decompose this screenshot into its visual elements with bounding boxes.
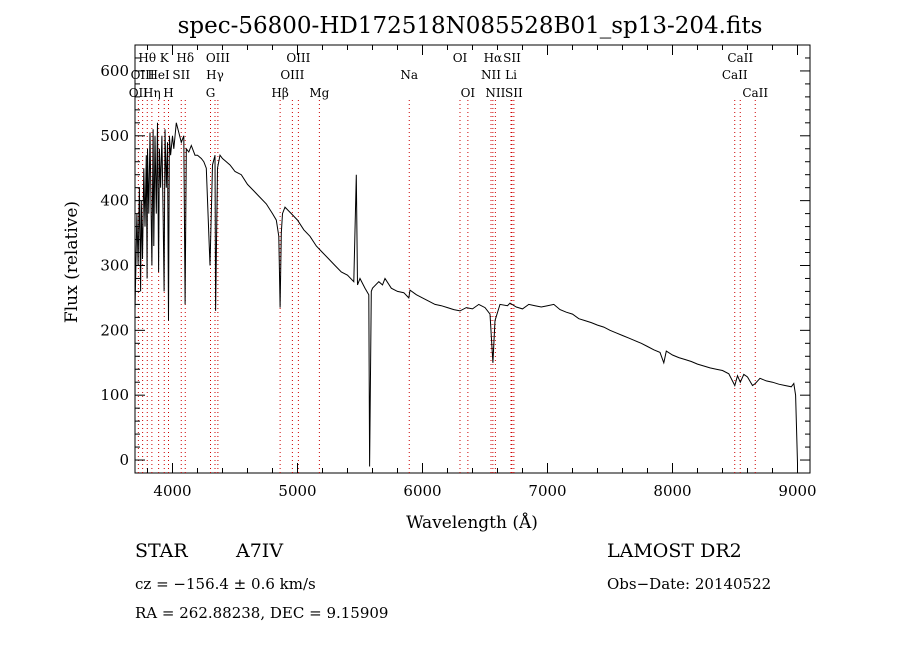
line-marker-label: G [206, 86, 216, 100]
x-tick-label: 6000 [403, 482, 441, 500]
line-marker-label: Hγ [206, 68, 224, 82]
y-tick-label: 200 [100, 321, 129, 339]
line-marker-label: SII [172, 68, 190, 82]
y-tick-label: 400 [100, 192, 129, 210]
line-marker-label: NII [485, 86, 505, 100]
y-tick-label: 100 [100, 386, 129, 404]
x-axis-label: Wavelength (Å) [406, 512, 538, 533]
line-marker-label: OIII [280, 68, 304, 82]
observation-date: Obs−Date: 20140522 [607, 575, 772, 593]
object-subclass: A7IV [236, 540, 284, 562]
line-marker-label: OI [453, 51, 468, 65]
line-marker-label: OIII [131, 68, 155, 82]
line-marker-label: Na [400, 68, 418, 82]
plot-frame [134, 44, 811, 474]
y-tick-label: 0 [119, 451, 129, 469]
y-tick-label: 600 [100, 62, 129, 80]
line-marker-label: OIII [286, 51, 310, 65]
line-marker-label: Mg [309, 86, 329, 100]
line-marker-label: K [160, 51, 170, 65]
line-marker-label: CaII [742, 86, 768, 100]
line-marker-label: SII [503, 51, 521, 65]
x-tick-label: 7000 [528, 482, 566, 500]
x-tick-label: 4000 [153, 482, 191, 500]
line-marker-label: NII [481, 68, 501, 82]
axis-ticks: 4000 5000 6000 7000 8000 9000 0 100 200 300 400 500… [100, 45, 817, 500]
survey-name: LAMOST DR2 [607, 540, 742, 562]
y-tick-label: 300 [100, 256, 129, 274]
line-marker-label: Li [505, 68, 517, 82]
line-marker-label: Hβ [271, 86, 288, 100]
redshift-value: cz = −156.4 ± 0.6 km/s [135, 575, 316, 593]
x-tick-label: 8000 [653, 482, 691, 500]
y-tick-label: 500 [100, 127, 129, 145]
coordinates: RA = 262.88238, DEC = 9.15909 [135, 604, 389, 622]
line-marker-label: OIII [206, 51, 230, 65]
line-marker-label: OII [129, 86, 149, 100]
y-axis-label: Flux (relative) [62, 201, 82, 323]
x-tick-label: 9000 [778, 482, 816, 500]
chart-title: spec-56800-HD172518N085528B01_sp13-204.f… [178, 13, 763, 39]
line-marker-label: H [163, 86, 173, 100]
line-marker-label: Hη [143, 86, 161, 100]
spectrum-line [134, 122, 798, 467]
line-marker-label: CaII [722, 68, 748, 82]
object-class: STAR [135, 540, 188, 562]
line-marker-label: HeI [147, 68, 170, 82]
line-marker-label: Hα [484, 51, 503, 65]
line-marker-label: OI [461, 86, 476, 100]
line-marker-label: Hδ [176, 51, 194, 65]
line-marker-label: Hθ [138, 51, 156, 65]
line-marker-label: SII [505, 86, 523, 100]
line-marker-label: CaII [727, 51, 753, 65]
x-tick-label: 5000 [278, 482, 316, 500]
